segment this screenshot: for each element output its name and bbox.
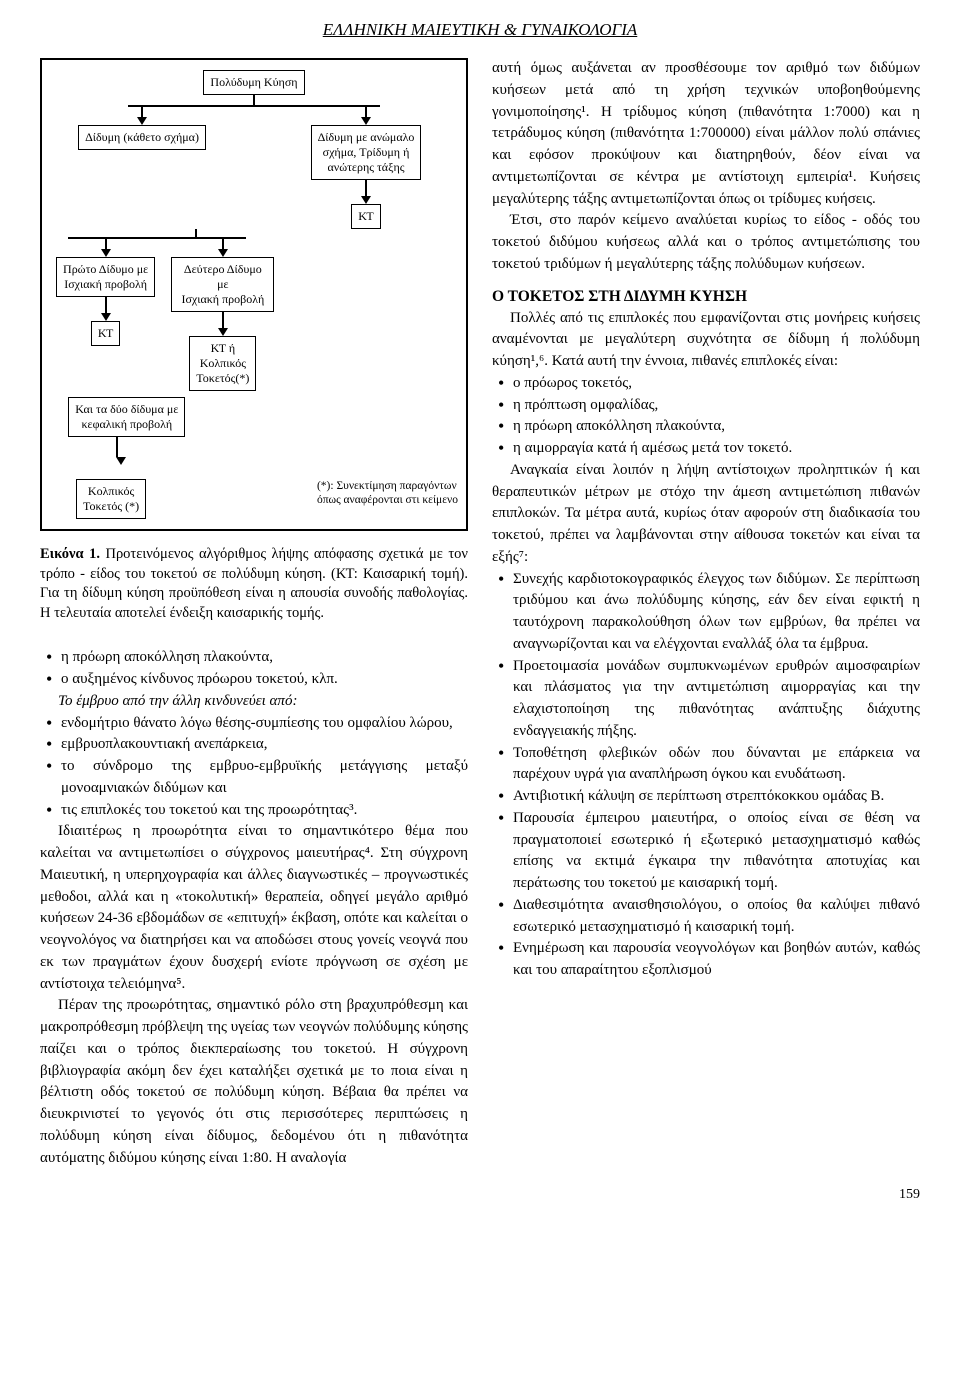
fc-n1: Δίδυμη (κάθετο σχήμα) [78,125,206,150]
fc-n1b1: ΚΤ ή Κολπικός Τοκετός(*) [189,336,256,391]
list-item: Τοποθέτηση φλεβικών οδών που δύνανται με… [498,743,920,787]
right-list-2: Συνεχής καρδιοτοκογραφικός έλεγχος των δ… [492,569,920,982]
list-item: Διαθεσιμότητα αναισθησιολόγου, ο οποίος … [498,895,920,939]
fc-footnote: (*): Συνεκτίμηση παραγόντων όπως αναφέρο… [317,479,458,519]
fc-n1c: Και τα δύο δίδυμα με κεφαλική προβολή [68,397,185,437]
list-item: Προετοιμασία μονάδων συμπυκνωμένων ερυθρ… [498,656,920,743]
list-item: Παρουσία έμπειρου μαιευτήρα, ο οποίος εί… [498,808,920,895]
list-item: Συνεχής καρδιοτοκογραφικός έλεγχος των δ… [498,569,920,656]
right-p4: Αναγκαία είναι λοιπόν η λήψη αντίστοιχων… [492,460,920,569]
fc-n1b: Δεύτερο Δίδυμο με Ισχιακή προβολή [171,257,274,312]
list-item: ο αυξημένος κίνδυνος πρόωρου τοκετού, κλ… [46,669,468,691]
left-list-1: η πρόωρη αποκόλληση πλακούντα, ο αυξημέν… [40,647,468,691]
list-item: τις επιπλοκές του τοκετού και της προωρό… [46,800,468,822]
page-number: 159 [40,1187,920,1203]
left-p2: Πέραν της προωρότητας, σημαντικό ρόλο στ… [40,995,468,1169]
flowchart: Πολύδυμη Κύηση Δίδυμη (κάθετο σχήμα) Δίδ… [40,58,468,531]
section-heading: Ο ΤΟΚΕΤΟΣ ΣΤΗ ΔΙΔΥΜΗ ΚΥΗΣΗ [492,288,920,306]
fc-kt2: ΚΤ [351,204,380,229]
page-columns: Πολύδυμη Κύηση Δίδυμη (κάθετο σχήμα) Δίδ… [40,58,920,1169]
right-p3: Πολλές από τις επιπλοκές που εμφανίζοντα… [492,308,920,373]
journal-header: ΕΛΛΗΝΙΚΗ ΜΑΙΕΥΤΙΚΗ & ΓΥΝΑΙΚΟΛΟΓΙΑ [40,20,920,40]
caption-text: Προτεινόμενος αλγόριθμος λήψης απόφασης … [40,546,468,621]
figure-caption: Εικόνα 1. Προτεινόμενος αλγόριθμος λήψης… [40,545,468,623]
list-item: ο πρόωρος τοκετός, [498,373,920,395]
list-item: η πρόωρη αποκόλληση πλακούντα, [46,647,468,669]
fc-n1a: Πρώτο Δίδυμο με Ισχιακή προβολή [56,257,155,297]
list-item: ενδομήτριο θάνατο λόγω θέσης-συμπίεσης τ… [46,713,468,735]
list-item: Αντιβιοτική κάλυψη σε περίπτωση στρεπτόκ… [498,786,920,808]
list-item: εμβρυοπλακουντιακή ανεπάρκεια, [46,734,468,756]
left-p1: Ιδιαιτέρως η προωρότητα είναι το σημαντι… [40,821,468,995]
right-p2: Έτσι, στο παρόν κείμενο αναλύεται κυρίως… [492,210,920,275]
fc-kolp: Κολπικός Τοκετός (*) [76,479,146,519]
left-lead: Το έμβρυο από την άλλη κινδυνεύει από: [40,691,468,713]
left-list-2: ενδομήτριο θάνατο λόγω θέσης-συμπίεσης τ… [40,713,468,822]
caption-label: Εικόνα 1. [40,546,100,562]
list-item: η αιμορραγία κατά ή αμέσως μετά τον τοκε… [498,438,920,460]
fc-root: Πολύδυμη Κύηση [203,70,304,95]
fc-kt1: ΚΤ [91,321,120,346]
right-p1: αυτή όμως αυξάνεται αν προσθέσουμε τον α… [492,58,920,210]
list-item: η πρόωρη αποκόλληση πλακούντα, [498,416,920,438]
list-item: το σύνδρομο της εμβρυο-εμβρυϊκής μετάγγι… [46,756,468,800]
right-list-1: ο πρόωρος τοκετός, η πρόπτωση ομφαλίδας,… [492,373,920,460]
list-item: η πρόπτωση ομφαλίδας, [498,395,920,417]
fc-n2: Δίδυμη με ανώμαλο σχήμα, Τρίδυμη ή ανώτε… [311,125,422,180]
list-item: Ενημέρωση και παρουσία νεογνολόγων και β… [498,938,920,982]
left-column: Πολύδυμη Κύηση Δίδυμη (κάθετο σχήμα) Δίδ… [40,58,468,1169]
right-column: αυτή όμως αυξάνεται αν προσθέσουμε τον α… [492,58,920,1169]
